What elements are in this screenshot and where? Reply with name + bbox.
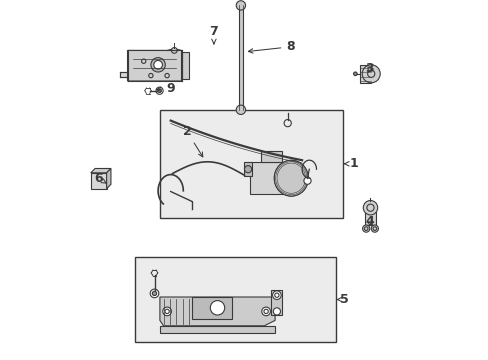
Polygon shape: [360, 65, 370, 83]
Circle shape: [370, 225, 378, 232]
Circle shape: [273, 308, 280, 315]
Polygon shape: [91, 168, 111, 173]
Polygon shape: [127, 49, 181, 81]
Circle shape: [362, 65, 380, 83]
Circle shape: [236, 105, 245, 114]
Circle shape: [152, 291, 156, 296]
Circle shape: [303, 177, 310, 184]
Bar: [249, 162, 285, 194]
Bar: [271, 290, 282, 315]
Circle shape: [153, 60, 162, 69]
Text: 4: 4: [365, 215, 373, 228]
Bar: [238, 5, 243, 110]
Circle shape: [158, 89, 161, 93]
Polygon shape: [160, 326, 275, 333]
Polygon shape: [365, 212, 375, 225]
Text: 2: 2: [182, 125, 203, 157]
Circle shape: [272, 291, 281, 300]
Text: 9: 9: [156, 82, 175, 95]
Bar: [134, 257, 336, 342]
Polygon shape: [160, 297, 275, 326]
Circle shape: [362, 225, 369, 232]
Bar: [192, 297, 231, 319]
Circle shape: [236, 1, 245, 10]
Circle shape: [210, 301, 224, 315]
Bar: [260, 151, 282, 162]
Bar: [160, 110, 343, 218]
Bar: [91, 173, 106, 189]
Text: 5: 5: [336, 293, 348, 306]
Circle shape: [163, 307, 171, 316]
Circle shape: [171, 48, 177, 53]
Ellipse shape: [274, 160, 308, 196]
Circle shape: [353, 72, 356, 76]
Bar: [244, 162, 251, 176]
Text: 7: 7: [209, 25, 218, 44]
Polygon shape: [120, 72, 127, 77]
Circle shape: [244, 166, 251, 173]
Text: 1: 1: [343, 157, 358, 170]
Circle shape: [156, 87, 163, 94]
Text: 3: 3: [365, 62, 373, 75]
Text: 6: 6: [95, 172, 106, 185]
Circle shape: [261, 307, 270, 316]
Circle shape: [150, 289, 159, 298]
Polygon shape: [106, 168, 111, 189]
Text: 8: 8: [248, 40, 294, 53]
Bar: [181, 52, 188, 79]
Circle shape: [363, 201, 377, 215]
Circle shape: [151, 58, 165, 72]
